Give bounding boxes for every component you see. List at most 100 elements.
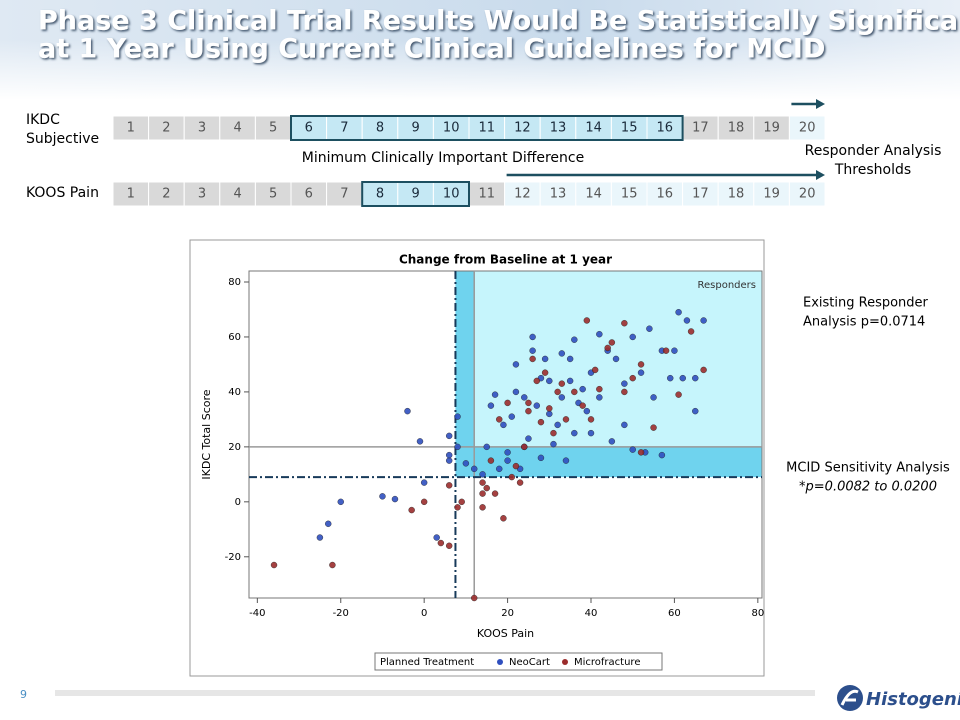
scale-cell [397, 181, 434, 207]
point [521, 394, 528, 401]
scale-number: 7 [340, 121, 348, 136]
logo-icon [837, 685, 863, 711]
point [566, 377, 574, 385]
scale-cell [290, 181, 328, 207]
scale-cell [148, 181, 185, 207]
point [416, 438, 424, 445]
point [587, 429, 595, 437]
point [579, 402, 586, 409]
point [433, 534, 440, 541]
legend-box [374, 652, 663, 671]
scale-number: 15 [621, 121, 638, 136]
y-tick-label: -20 [225, 552, 241, 563]
point [650, 394, 657, 401]
point [454, 443, 461, 451]
scale-label: Subjective [26, 131, 99, 147]
scale-cell [219, 181, 256, 207]
point [687, 328, 695, 335]
point [529, 355, 536, 363]
scale-number: 12 [514, 121, 531, 136]
point [629, 446, 636, 453]
chart-title: Change from Baseline at 1 year [399, 253, 612, 267]
point [700, 317, 707, 324]
point [671, 347, 678, 354]
scale-number: 9 [411, 121, 419, 136]
point [479, 471, 486, 478]
scale-number: 14 [585, 187, 602, 202]
scale-cell [788, 181, 826, 207]
legend-marker [497, 659, 503, 665]
point [583, 407, 591, 415]
point [512, 388, 520, 396]
y-tick-label: 60 [228, 332, 241, 343]
point [558, 350, 566, 357]
x-tick-label: 40 [585, 608, 598, 619]
point [420, 498, 428, 506]
scale-number: 3 [198, 187, 206, 202]
scale-number: 17 [692, 121, 709, 136]
scale-cell [112, 115, 150, 141]
point [550, 440, 557, 448]
x-tick-label: 20 [501, 608, 514, 619]
point [692, 374, 699, 382]
point [454, 504, 461, 511]
point [479, 479, 486, 486]
point [462, 460, 470, 467]
scale-number: 2 [162, 187, 170, 202]
scale-number: 4 [233, 187, 241, 202]
point [512, 462, 520, 470]
point [329, 561, 336, 569]
x-tick-label: -40 [249, 608, 265, 619]
scale-number: 11 [479, 121, 496, 136]
point [496, 465, 503, 473]
x-axis-label: KOOS Pain [477, 627, 534, 640]
logo-mark [840, 689, 859, 706]
point [500, 515, 507, 522]
logo-text: Histogenics [866, 689, 960, 710]
point [658, 451, 666, 459]
point [692, 407, 699, 415]
scale-number: 13 [550, 121, 567, 136]
point [471, 594, 478, 602]
scale-number: 18 [728, 187, 745, 202]
point [650, 424, 657, 431]
scale-number: 16 [657, 121, 674, 136]
point [596, 331, 603, 338]
point [596, 394, 603, 401]
legend-title: Planned Treatment [380, 657, 474, 668]
point [500, 421, 507, 429]
plot-area [248, 270, 763, 599]
point [546, 410, 553, 418]
scale-number: 18 [728, 121, 745, 136]
point [479, 490, 486, 497]
point [445, 432, 453, 440]
point [487, 457, 495, 464]
scale-number: 6 [305, 121, 313, 136]
point [621, 388, 628, 396]
point [533, 377, 540, 385]
scale-number: 16 [657, 187, 674, 202]
point [483, 484, 490, 492]
point [537, 454, 545, 462]
scale-number: 15 [621, 187, 638, 202]
scale-number: 2 [162, 121, 170, 136]
header-fade [0, 40, 960, 100]
scale-cell [539, 181, 577, 207]
mcid-range [290, 115, 684, 141]
scale-cell [326, 115, 363, 141]
point [491, 391, 499, 398]
point [445, 482, 453, 489]
point [420, 479, 428, 486]
scale-cell [717, 115, 755, 141]
y-tick-label: 80 [228, 277, 241, 288]
point [496, 416, 503, 423]
threshold-label: Responder Analysis [805, 143, 942, 159]
scale-cell [112, 181, 150, 207]
point [445, 451, 453, 459]
point [471, 465, 478, 473]
scale-number: 4 [233, 121, 241, 136]
threshold-label: Thresholds [834, 162, 911, 178]
point [491, 490, 499, 497]
point [445, 542, 453, 549]
